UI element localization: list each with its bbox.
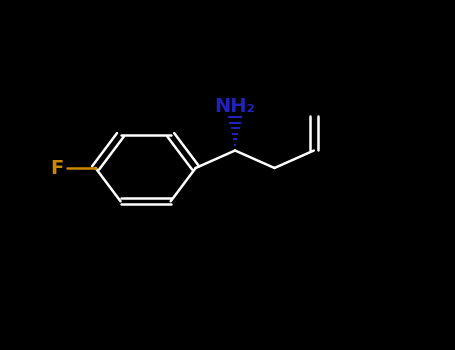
Text: F: F [50, 159, 64, 177]
Text: NH₂: NH₂ [215, 97, 256, 116]
